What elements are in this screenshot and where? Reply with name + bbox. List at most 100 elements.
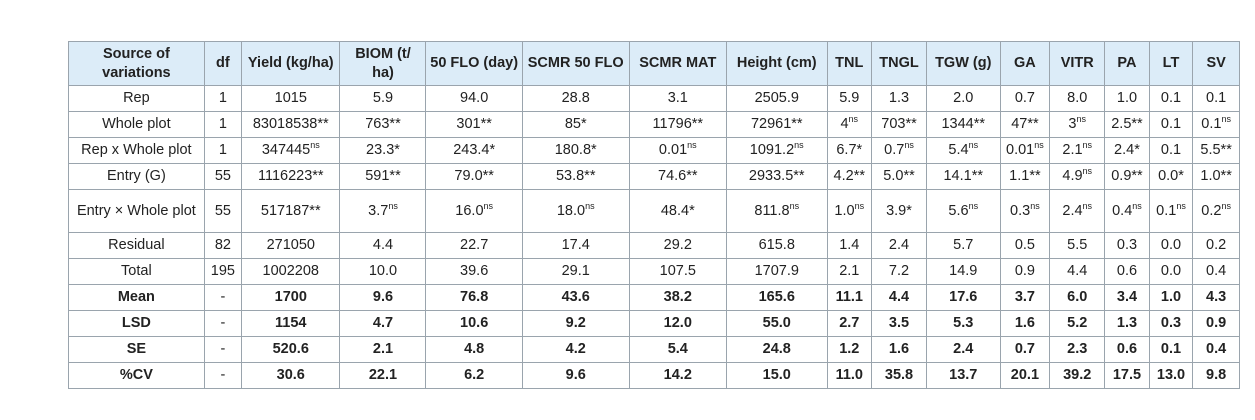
table-cell: - [203,310,243,337]
row-label: Entry (G) [68,163,205,190]
table-row: Rep 1 1015 5.9 94.0 28.8 3.1 2505.9 5.9 1.3 2.0 0.7… [68,85,1240,112]
cell-value: 55 [214,168,231,184]
cell-value: 74.6** [658,168,698,184]
cell-value: 1015 [274,90,307,106]
cell-value: 703** [881,116,917,132]
cell-value: 9.6 [565,367,586,383]
significance-mark: ns [388,200,398,211]
table-cell: 1.0 [1104,85,1150,112]
significance-mark: ns [1221,114,1231,125]
cell-value: 0.01 [1006,142,1035,158]
table-cell: 5.9 [339,85,427,112]
cell-value: 0.9 [1014,263,1035,279]
table-cell: 1002208 [241,258,341,285]
table-cell: 0.2ns [1192,189,1240,233]
cell-value: 1091.2 [749,142,795,158]
table-cell: 0.9 [1192,310,1240,337]
table-cell: 0.9 [999,258,1051,285]
row-label: Rep x Whole plot [68,137,205,164]
cell-value: 43.6 [561,289,590,305]
cell-value: 83018538** [252,116,329,132]
cell-value: 18.0 [556,202,586,219]
cell-value: 0.9** [1111,168,1143,184]
cell-value: 17.6 [949,289,978,305]
table-cell: 16.0ns [425,189,523,233]
cell-value: 16.0 [455,202,484,219]
table-cell: 0.4ns [1104,189,1150,233]
cell-value: 1.0 [1116,90,1138,106]
cell-value: 3.5 [888,315,910,331]
cell-value: 55.0 [762,315,791,331]
table-cell: 1.1** [999,163,1051,190]
row-label: Residual [68,232,205,259]
cell-value: - [220,367,226,383]
table-cell: 811.8ns [725,189,828,233]
column-header: BIOM (t/ ha) [339,41,427,86]
table-cell: 9.8 [1192,362,1240,389]
table-cell: 0.1 [1192,85,1240,112]
column-header: SCMR 50 FLO [521,41,630,86]
cell-value: 347445 [261,142,311,158]
table-cell: 11.1 [826,284,873,311]
table-cell: 271050 [241,232,341,259]
table-cell: 1700 [241,284,341,311]
table-cell: 4.2 [521,336,630,363]
table-cell: 5.2 [1049,310,1106,337]
table-cell: 4.4 [871,284,927,311]
cell-value: Total [121,263,152,279]
table-cell: 13.0 [1148,362,1194,389]
cell-value: 3.1 [667,90,688,106]
significance-mark: ns [1132,200,1142,211]
cell-value: 4.3 [1206,289,1227,305]
cell-value: 3.4 [1116,289,1138,305]
table-cell: 0.4 [1192,336,1240,363]
table-cell: 0.6 [1104,336,1150,363]
table-cell: 11.0 [826,362,873,389]
cell-value: 5.5** [1200,142,1232,158]
table-cell: 1 [203,111,243,138]
cell-value: 1.2 [839,341,860,357]
cell-value: 2.4 [888,237,910,253]
table-cell: 0.6 [1104,258,1150,285]
cell-value: Mean [117,289,155,305]
cell-value: - [220,315,226,331]
cell-value: 107.5 [659,263,696,279]
cell-value: Rep x Whole plot [81,142,192,158]
significance-mark: ns [1082,140,1093,151]
cell-value: 1 [218,142,227,158]
cell-value: 4.7 [372,315,394,331]
column-header: TNGL [871,41,927,86]
cell-value: 0.6 [1116,341,1138,357]
column-header: Yield (kg/ha) [241,41,341,86]
cell-value: 6.2 [464,367,485,383]
cell-value: 1116223** [257,168,324,184]
cell-value: 30.6 [276,367,305,383]
table-cell: 55.0 [725,310,828,337]
cell-value: 15.0 [762,367,791,383]
table-cell: 14.1** [925,163,1001,190]
cell-value: 2.7 [839,315,860,331]
cell-value: 0.6 [1116,263,1138,279]
cell-value: 76.8 [460,289,489,305]
table-cell: 5.0** [871,163,927,190]
column-header: SV [1192,41,1240,86]
table-cell: 8.0 [1049,85,1106,112]
table-cell: 0.7 [999,336,1051,363]
cell-value: 1.0** [1200,168,1232,184]
cell-value: Entry (G) [106,168,166,184]
cell-value: 0.7 [1014,341,1035,357]
cell-value: Whole plot [102,116,171,132]
table-cell: 1344** [925,111,1001,138]
table-cell: 0.7 [999,85,1051,112]
table-cell: 76.8 [425,284,523,311]
table-cell: 5.5** [1192,137,1240,164]
cell-value: 0.1 [1206,90,1227,106]
cell-value: 301** [456,116,492,132]
cell-value: 2.0 [953,90,974,106]
cell-value: 2.5** [1111,116,1143,132]
cell-value: 0.1 [1160,142,1182,158]
table-cell: 0.3ns [999,189,1051,233]
cell-value: 39.6 [460,263,489,279]
cell-value: 0.0 [1160,263,1182,279]
column-header: PA [1104,41,1150,86]
